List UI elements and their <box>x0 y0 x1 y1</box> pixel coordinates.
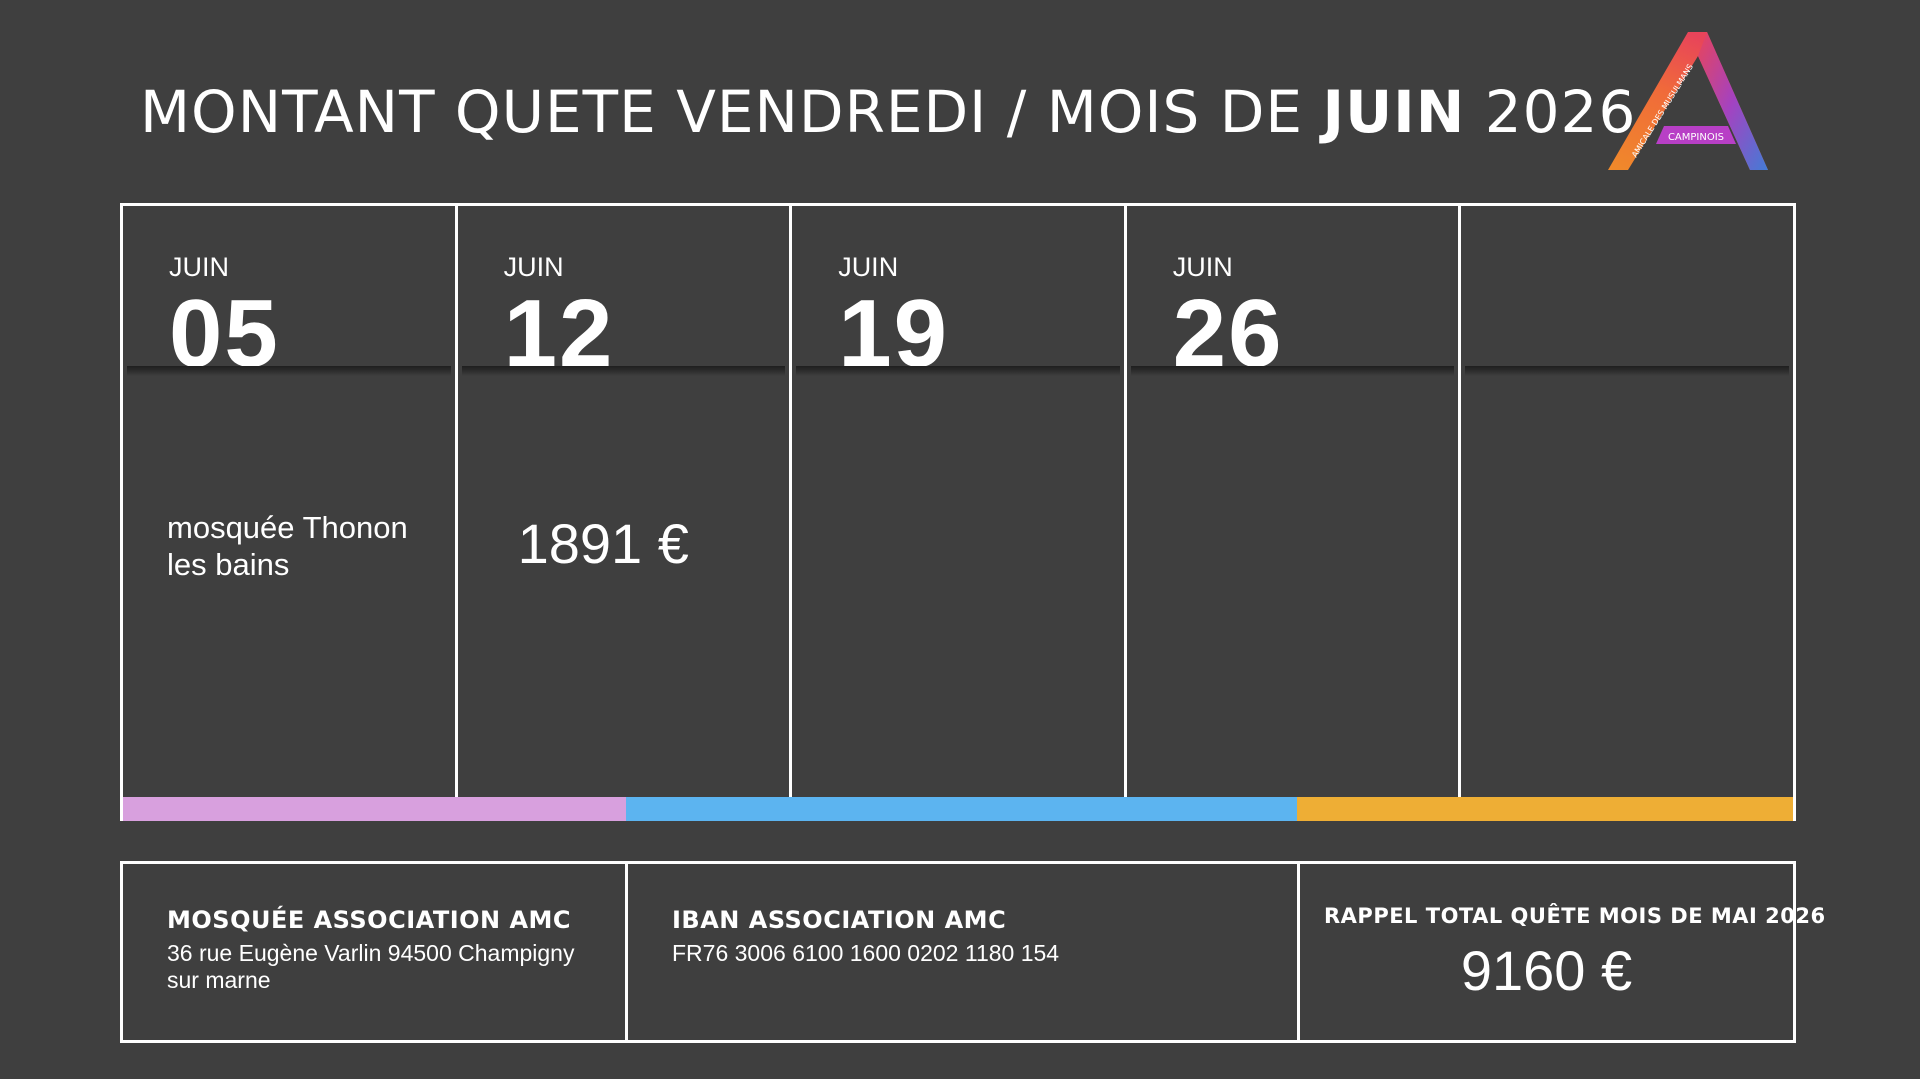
iban-heading: IBAN ASSOCIATION AMC <box>672 906 1007 934</box>
day-divider <box>461 366 786 376</box>
day-month: JUIN <box>838 252 899 282</box>
day-number: 19 <box>838 286 949 374</box>
day-divider <box>127 366 451 376</box>
recall-heading: RAPPEL TOTAL QUÊTE MOIS DE MAI 2026 <box>1324 904 1826 928</box>
info-panel: MOSQUÉE ASSOCIATION AMC 36 rue Eugène Va… <box>120 861 1825 1043</box>
day-amount: 1891 € <box>517 512 689 575</box>
mosque-address: 36 rue Eugène Varlin 94500 Champigny sur… <box>167 940 575 993</box>
logo-a-right <box>1698 32 1768 170</box>
monthly-recall: RAPPEL TOTAL QUÊTE MOIS DE MAI 2026 9160… <box>1300 864 1825 1040</box>
amc-logo: CAMPINOIS AMICALE DES MUSULMANS <box>1600 28 1770 173</box>
color-strip-pink <box>123 797 626 821</box>
day-number: 26 <box>1172 286 1284 374</box>
day-column-1: JUIN 05 mosquée Thonon les bains <box>123 206 458 818</box>
day-note: mosquée Thonon les bains <box>167 510 408 582</box>
day-number: 12 <box>503 286 615 374</box>
logo-a-outer <box>1608 32 1768 170</box>
color-strip-orange <box>1297 797 1793 821</box>
day-divider <box>796 366 1120 376</box>
iban-info: IBAN ASSOCIATION AMC FR76 3006 6100 1600… <box>628 864 1300 1040</box>
mosque-info: MOSQUÉE ASSOCIATION AMC 36 rue Eugène Va… <box>123 864 628 1040</box>
page-title: MONTANT QUETE VENDREDI / MOIS DE JUIN 20… <box>140 78 1636 146</box>
day-divider <box>1465 366 1789 376</box>
day-month: JUIN <box>503 252 564 282</box>
day-month: JUIN <box>169 252 229 282</box>
recall-total: 9160 € <box>1460 939 1633 1002</box>
day-divider <box>1130 366 1455 376</box>
title-main: MONTANT QUETE VENDREDI / MOIS DE <box>140 78 1323 146</box>
calendar-grid: JUIN 05 mosquée Thonon les bains JUIN 12… <box>120 203 1796 821</box>
logo-band <box>1656 126 1736 144</box>
iban-value: FR76 3006 6100 1600 0202 1180 154 <box>672 940 1060 966</box>
logo-graphic: CAMPINOIS AMICALE DES MUSULMANS <box>1608 32 1768 170</box>
title-year: 2026 <box>1465 78 1637 146</box>
mosque-heading: MOSQUÉE ASSOCIATION AMC <box>167 906 572 934</box>
color-strip-blue <box>626 797 1297 821</box>
day-number: 05 <box>169 286 280 374</box>
day-column-2: JUIN 12 1891 € <box>458 206 793 818</box>
day-month: JUIN <box>1172 252 1233 282</box>
title-month: JUIN <box>1322 78 1466 146</box>
day-column-5 <box>1461 206 1793 818</box>
day-column-3: JUIN 19 <box>792 206 1127 818</box>
logo-band-text: CAMPINOIS <box>1668 132 1724 143</box>
day-column-4: JUIN 26 <box>1127 206 1462 818</box>
